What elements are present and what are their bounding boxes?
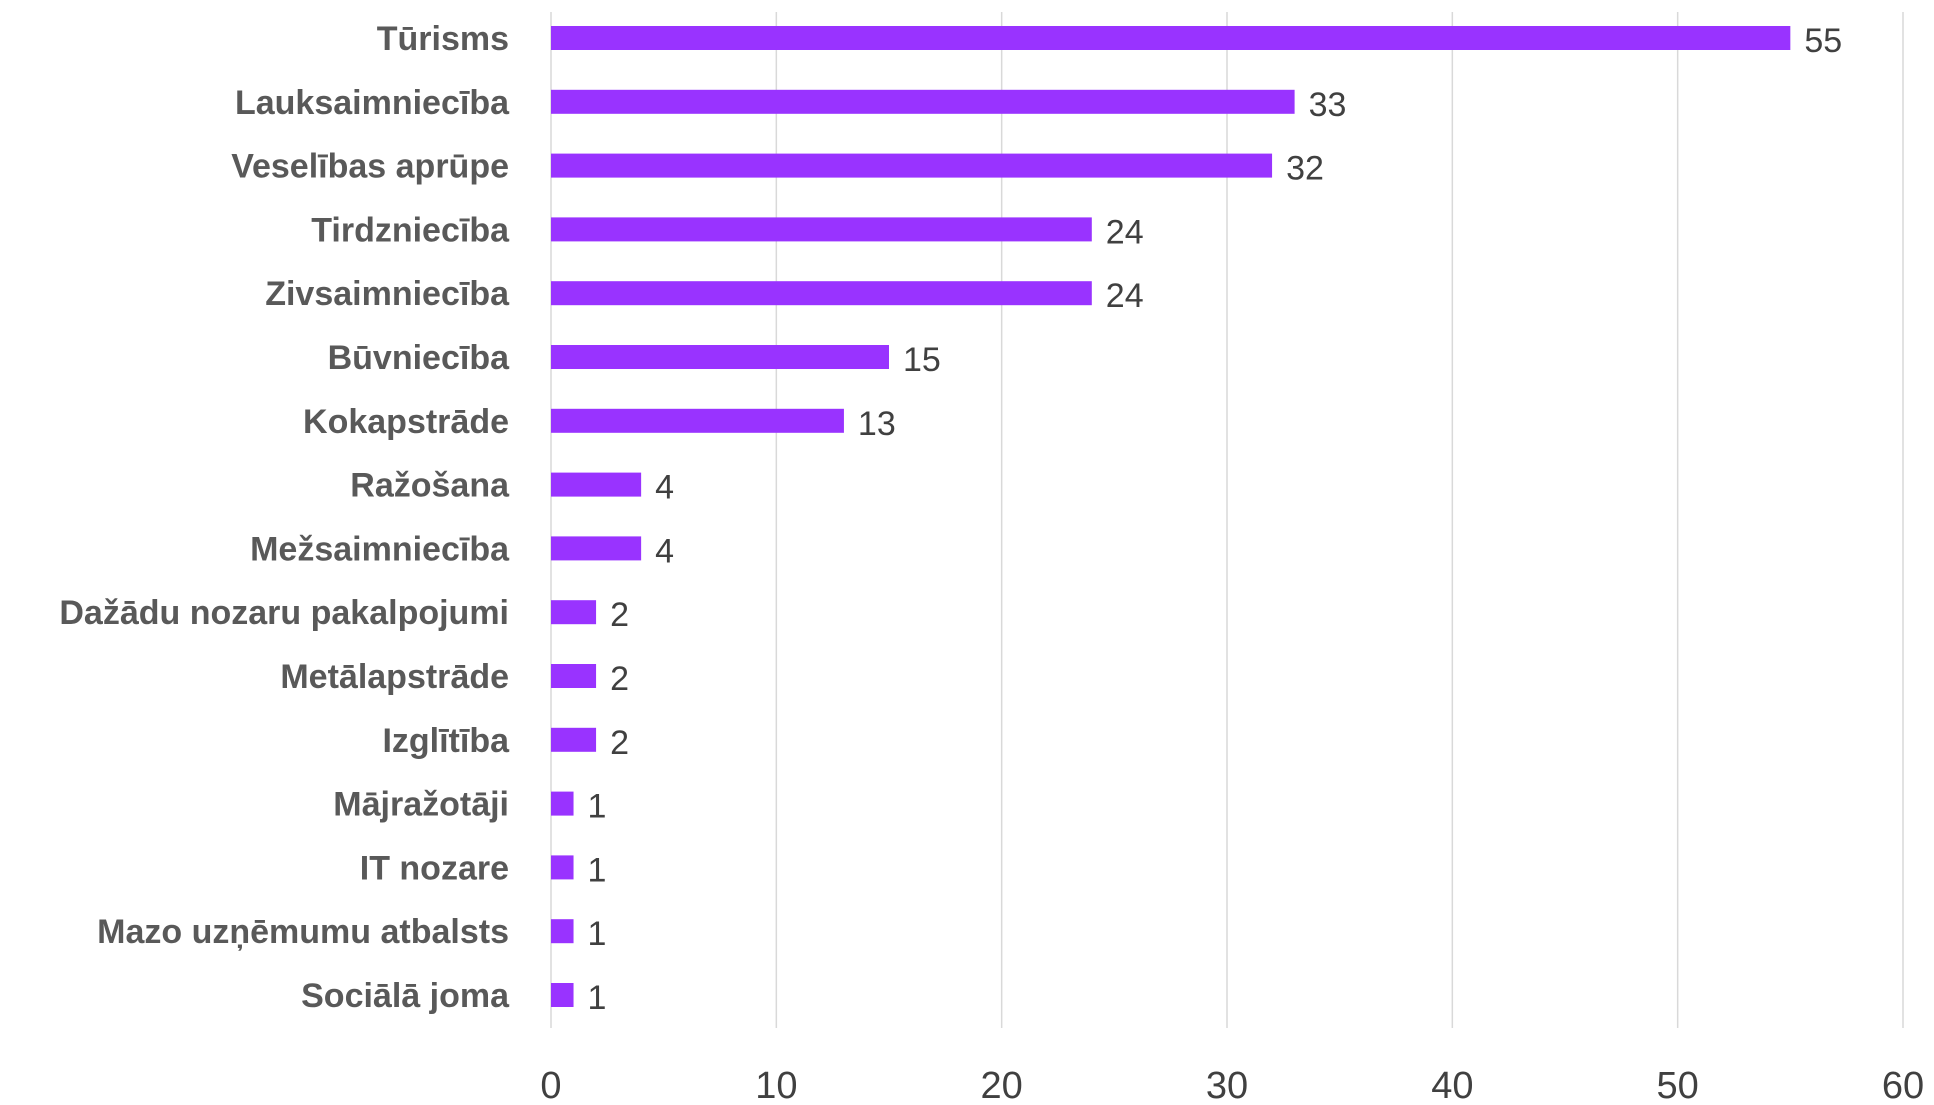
data-label-6: 15	[903, 341, 941, 379]
bar-16	[551, 983, 574, 1007]
bar-11	[551, 664, 597, 688]
category-label-8: Ražošana	[350, 467, 510, 505]
bar-7	[551, 408, 844, 433]
x-tick-label-60: 60	[1882, 1065, 1924, 1105]
data-label-7: 13	[858, 405, 896, 443]
data-label-1: 55	[1804, 22, 1842, 60]
category-label-13: Mājražotāji	[333, 786, 509, 824]
x-axis-tick-labels: 0 10 20 30 40 50 60	[540, 1065, 1924, 1105]
category-label-5: Zivsaimniecība	[265, 275, 510, 313]
category-label-6: Būvniecība	[328, 339, 510, 377]
category-labels: Tūrisms Lauksaimniecība Veselības aprūpe Ti…	[59, 20, 510, 1015]
bar-1	[551, 26, 1791, 50]
bar-12	[551, 727, 597, 752]
bar-8	[551, 472, 642, 497]
x-tick-label-20: 20	[981, 1065, 1023, 1105]
data-label-11: 2	[610, 660, 629, 698]
bar-9	[551, 536, 642, 561]
category-label-14: IT nozare	[360, 849, 509, 887]
x-tick-label-50: 50	[1657, 1065, 1699, 1105]
category-label-3: Veselības aprūpe	[231, 148, 509, 186]
bar-15	[551, 919, 574, 944]
data-label-16: 1	[588, 979, 607, 1017]
bar-14	[551, 855, 574, 880]
data-label-12: 2	[610, 724, 629, 762]
category-label-1: Tūrisms	[377, 20, 509, 58]
x-tick-label-30: 30	[1206, 1065, 1248, 1105]
bar-13	[551, 791, 574, 816]
category-label-2: Lauksaimniecība	[235, 84, 510, 122]
data-label-4: 24	[1106, 213, 1144, 251]
data-label-15: 1	[588, 915, 607, 953]
data-label-10: 2	[610, 596, 629, 634]
x-tick-label-0: 0	[540, 1065, 561, 1105]
data-label-9: 4	[655, 532, 674, 570]
category-label-12: Izglītība	[382, 722, 510, 760]
bar-3	[551, 153, 1273, 178]
category-label-15: Mazo uzņēmumu atbalsts	[97, 913, 509, 951]
bar-4	[551, 217, 1092, 242]
data-label-13: 1	[588, 788, 607, 826]
category-label-7: Kokapstrāde	[303, 403, 509, 441]
bar-5	[551, 281, 1092, 306]
data-label-2: 33	[1309, 86, 1347, 124]
x-tick-label-40: 40	[1431, 1065, 1473, 1105]
bar-10	[551, 600, 597, 625]
gridlines	[550, 12, 1904, 1028]
data-label-5: 24	[1106, 277, 1144, 315]
x-tick-label-10: 10	[755, 1065, 797, 1105]
data-label-14: 1	[588, 851, 607, 889]
data-label-3: 32	[1286, 150, 1324, 188]
category-label-10: Dažādu nozaru pakalpojumi	[59, 594, 509, 632]
bar-2	[551, 89, 1295, 114]
category-label-4: Tirdzniecība	[311, 211, 510, 249]
bar-6	[551, 345, 889, 369]
data-label-8: 4	[655, 469, 674, 507]
bars	[551, 26, 1791, 1007]
category-label-9: Mežsaimniecība	[250, 530, 510, 568]
category-label-16: Sociālā joma	[301, 977, 510, 1015]
category-label-11: Metālapstrāde	[280, 658, 509, 696]
